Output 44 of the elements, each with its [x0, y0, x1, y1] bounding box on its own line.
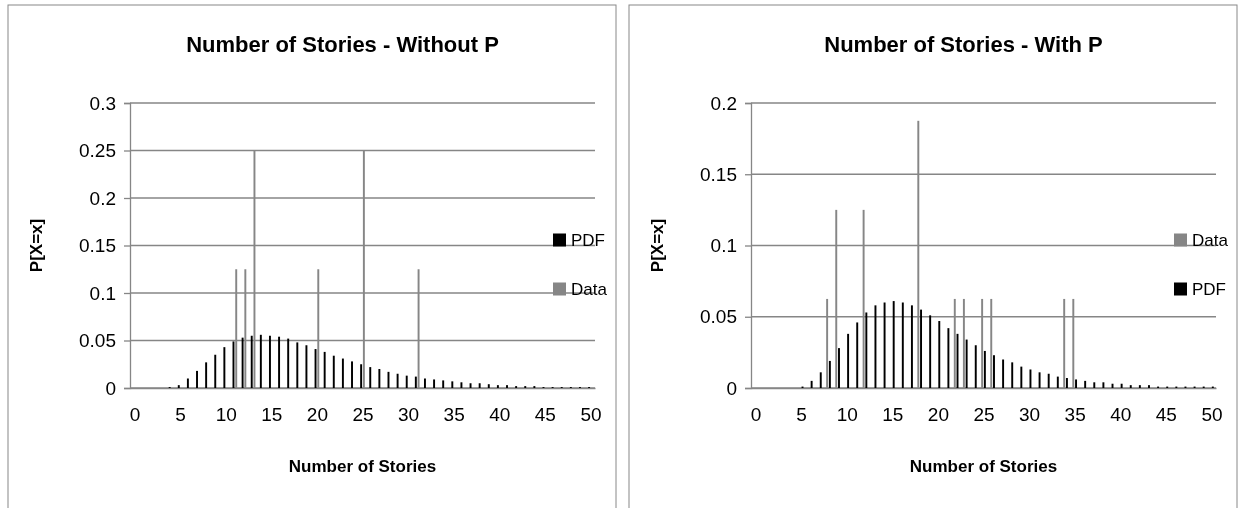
x-tick-label: 0 — [750, 404, 762, 426]
x-tick-label: 5 — [796, 404, 807, 426]
legend-label: Data — [571, 279, 608, 299]
x-tick-label: 45 — [534, 404, 556, 426]
x-tick-label: 50 — [1201, 404, 1223, 426]
x-tick-label: 0 — [129, 404, 141, 426]
x-tick-label: 50 — [580, 404, 602, 426]
y-tick-label: 0 — [726, 377, 737, 399]
x-tick-label: 40 — [489, 404, 511, 426]
y-tick-label: 0.3 — [89, 92, 116, 114]
y-tick-label: 0.05 — [700, 306, 737, 328]
x-tick-label: 25 — [973, 404, 995, 426]
x-tick-label: 25 — [352, 404, 374, 426]
x-tick-label: 35 — [1064, 404, 1086, 426]
y-tick-label: 0.1 — [89, 282, 116, 304]
y-tick-label: 0.15 — [79, 235, 116, 257]
x-tick-label: 45 — [1155, 404, 1177, 426]
y-tick-label: 0.2 — [710, 92, 737, 114]
x-tick-label: 30 — [1019, 404, 1041, 426]
legend-label: PDF — [1192, 279, 1226, 299]
legend-label: PDF — [571, 230, 605, 250]
x-tick-label: 5 — [175, 404, 186, 426]
x-tick-label: 15 — [882, 404, 904, 426]
y-tick-label: 0 — [105, 377, 116, 399]
y-axis-title: P[X=x] — [27, 218, 46, 273]
x-tick-label: 40 — [1110, 404, 1132, 426]
x-axis-title: Number of Stories — [909, 457, 1058, 476]
x-axis-title: Number of Stories — [288, 457, 437, 476]
y-tick-label: 0.15 — [700, 163, 737, 185]
y-tick-label: 0.05 — [79, 330, 116, 352]
chart-title: Number of Stories - Without P — [186, 32, 499, 57]
x-tick-label: 35 — [443, 404, 465, 426]
x-tick-label: 15 — [261, 404, 283, 426]
y-tick-label: 0.1 — [710, 235, 737, 257]
x-tick-label: 20 — [306, 404, 328, 426]
x-tick-label: 10 — [836, 404, 858, 426]
x-tick-label: 20 — [927, 404, 949, 426]
y-axis-title: P[X=x] — [648, 218, 667, 273]
x-tick-label: 30 — [398, 404, 420, 426]
x-tick-label: 10 — [215, 404, 237, 426]
y-tick-label: 0.25 — [79, 140, 116, 162]
chart-title: Number of Stories - With P — [824, 32, 1103, 57]
legend-label: Data — [1192, 230, 1229, 250]
y-tick-label: 0.2 — [89, 187, 116, 209]
